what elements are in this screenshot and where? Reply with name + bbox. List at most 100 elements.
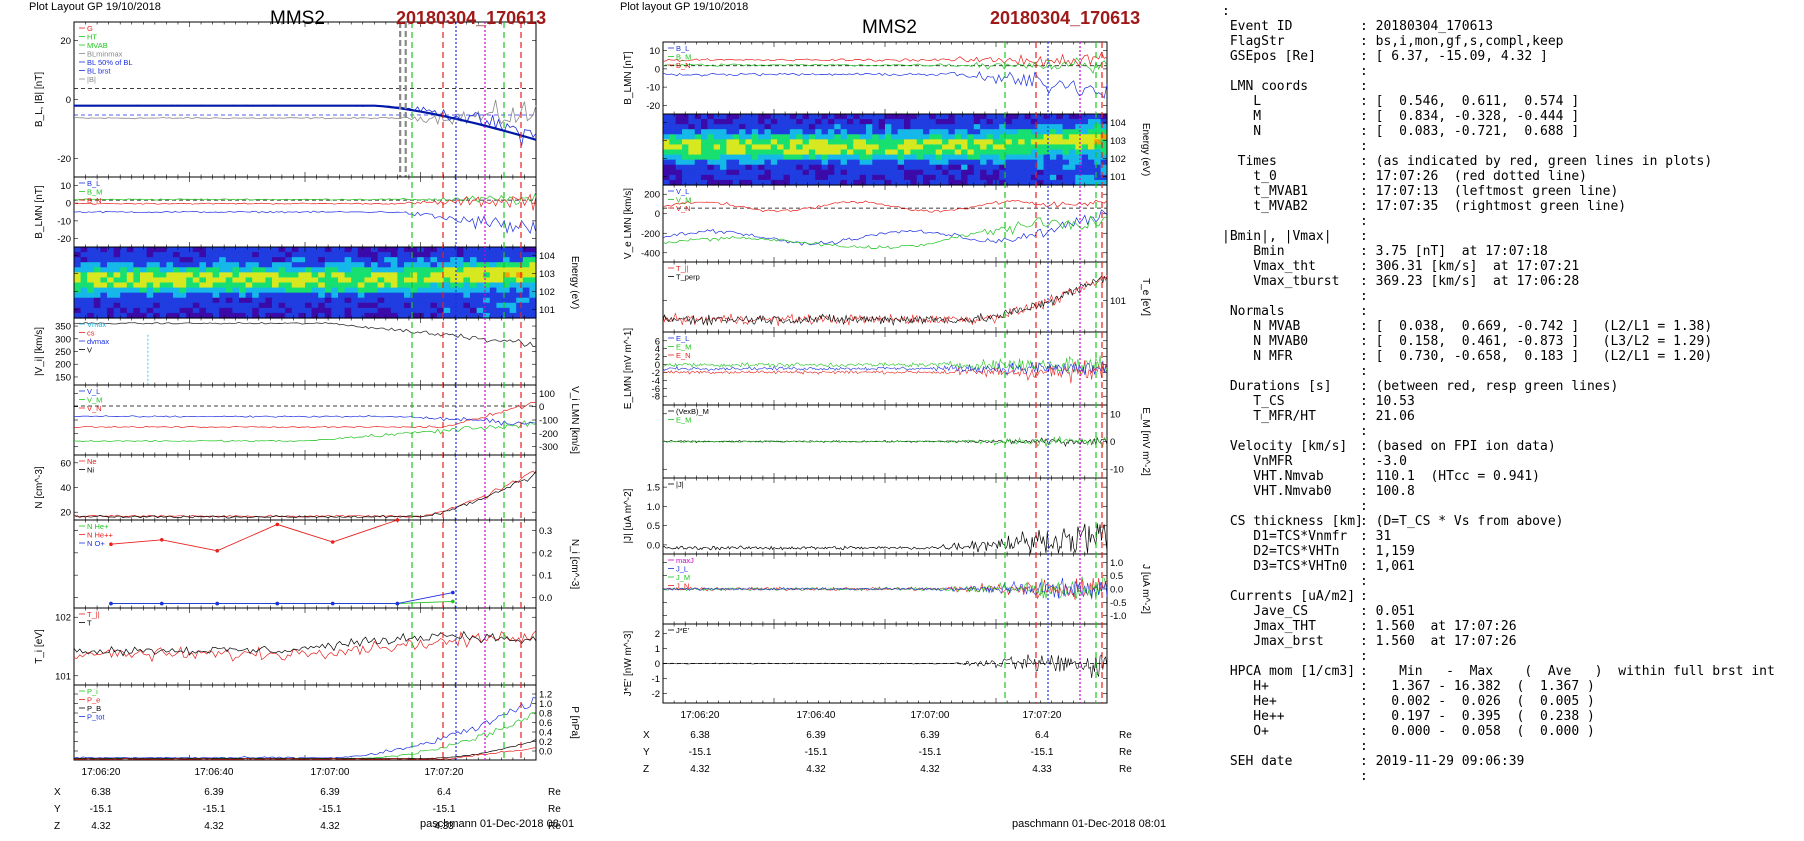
heatmap-cell bbox=[463, 282, 471, 289]
heatmap-cell bbox=[827, 154, 835, 161]
heatmap-cell bbox=[291, 287, 299, 294]
info-value: : [ 0.546, 0.611, 0.574 ] bbox=[1360, 94, 1580, 109]
heatmap-cell bbox=[732, 134, 740, 140]
heatmap-cell bbox=[720, 119, 728, 125]
heatmap-cell bbox=[324, 282, 332, 289]
info-row: : bbox=[1222, 739, 1800, 754]
heatmap-cell bbox=[404, 297, 412, 304]
heatmap-cell bbox=[916, 169, 924, 176]
heatmap-cell bbox=[980, 159, 988, 166]
heatmap-cell bbox=[351, 257, 359, 263]
heatmap-cell bbox=[305, 297, 313, 304]
heatmap-cell bbox=[827, 159, 835, 166]
heatmap-cell bbox=[954, 169, 962, 176]
info-value: : 0.051 bbox=[1360, 604, 1415, 619]
heatmap-cell bbox=[720, 174, 728, 181]
heatmap-cell bbox=[470, 297, 478, 304]
legend-label: BLminmax bbox=[87, 50, 123, 59]
ephem-value: -15.1 bbox=[90, 804, 113, 815]
heatmap-cell bbox=[166, 257, 174, 263]
heatmap-cell bbox=[80, 297, 88, 304]
heatmap-cell bbox=[878, 139, 886, 146]
heatmap-cell bbox=[351, 282, 359, 289]
heatmap-cell bbox=[929, 179, 937, 186]
heatmap-cell bbox=[212, 252, 220, 258]
heatmap-cell bbox=[758, 174, 766, 181]
heatmap-cell bbox=[891, 154, 899, 161]
panel-left-3-heatmap bbox=[74, 247, 537, 319]
heatmap-cell bbox=[1005, 164, 1013, 171]
heatmap-cell bbox=[166, 297, 174, 304]
heatmap-cell bbox=[265, 257, 273, 263]
hpca-point bbox=[451, 590, 455, 595]
y-tick-label: -200 bbox=[641, 229, 660, 240]
heatmap-cell bbox=[1030, 114, 1038, 120]
heatmap-cell bbox=[245, 312, 253, 319]
heatmap-cell bbox=[338, 277, 346, 284]
heatmap-cell bbox=[430, 267, 438, 273]
heatmap-cell bbox=[219, 297, 227, 304]
heatmap-cell bbox=[159, 272, 167, 279]
info-row: : bbox=[1222, 289, 1800, 304]
heatmap-cell bbox=[758, 139, 766, 146]
heatmap-cell bbox=[986, 114, 994, 120]
heatmap-cell bbox=[153, 262, 161, 268]
heatmap-cell bbox=[916, 164, 924, 171]
heatmap-cell bbox=[694, 134, 702, 140]
heatmap-cell bbox=[701, 149, 708, 156]
heatmap-cell bbox=[834, 114, 842, 120]
heatmap-cell bbox=[1018, 134, 1026, 140]
y-tick-label: -300 bbox=[539, 442, 558, 453]
heatmap-cell bbox=[853, 129, 861, 135]
heatmap-cell bbox=[840, 159, 848, 166]
heatmap-cell bbox=[859, 159, 867, 166]
heatmap-cell bbox=[872, 119, 880, 125]
heatmap-cell bbox=[107, 312, 115, 319]
heatmap-cell bbox=[1081, 139, 1089, 146]
heatmap-cell bbox=[1087, 144, 1095, 151]
heatmap-cell bbox=[410, 302, 418, 309]
heatmap-cell bbox=[443, 267, 451, 273]
heatmap-cell bbox=[789, 134, 797, 140]
heatmap-cell bbox=[331, 262, 339, 268]
heatmap-cell bbox=[278, 297, 286, 304]
info-value: : bbox=[1360, 574, 1368, 589]
heatmap-cell bbox=[159, 257, 167, 263]
heatmap-cell bbox=[770, 129, 778, 135]
legend-label: J*E' bbox=[676, 626, 690, 635]
heatmap-cell bbox=[258, 307, 266, 314]
heatmap-cell bbox=[758, 179, 766, 186]
heatmap-cell bbox=[423, 262, 431, 268]
heatmap-cell bbox=[324, 247, 332, 253]
heatmap-cell bbox=[758, 169, 766, 176]
heatmap-cell bbox=[701, 144, 708, 151]
heatmap-cell bbox=[153, 267, 161, 273]
heatmap-cell bbox=[140, 262, 148, 268]
heatmap-cell bbox=[846, 159, 854, 166]
heatmap-cell bbox=[206, 272, 214, 279]
heatmap-cell bbox=[166, 282, 174, 289]
heatmap-cell bbox=[1049, 154, 1057, 161]
heatmap-cell bbox=[212, 297, 220, 304]
y-tick-label: 0 bbox=[655, 360, 660, 371]
heatmap-cell bbox=[192, 302, 200, 309]
heatmap-cell bbox=[324, 252, 332, 258]
heatmap-cell bbox=[126, 312, 134, 319]
heatmap-cell bbox=[239, 247, 247, 253]
heatmap-cell bbox=[986, 164, 994, 171]
heatmap-cell bbox=[522, 302, 530, 309]
y-tick-label: 102 bbox=[1110, 154, 1126, 165]
heatmap-cell bbox=[961, 179, 969, 186]
y-tick-label: -1 bbox=[652, 674, 660, 685]
heatmap-cell bbox=[739, 174, 747, 181]
heatmap-cell bbox=[1094, 174, 1102, 181]
heatmap-cell bbox=[489, 302, 497, 309]
v-n-line bbox=[73, 402, 537, 429]
heatmap-cell bbox=[489, 267, 497, 273]
x-tick-label: 17:06:20 bbox=[82, 767, 121, 778]
heatmap-cell bbox=[942, 129, 950, 135]
heatmap-cell bbox=[285, 307, 293, 314]
heatmap-cell bbox=[443, 312, 451, 319]
heatmap-cell bbox=[1068, 174, 1076, 181]
heatmap-cell bbox=[1011, 129, 1019, 135]
